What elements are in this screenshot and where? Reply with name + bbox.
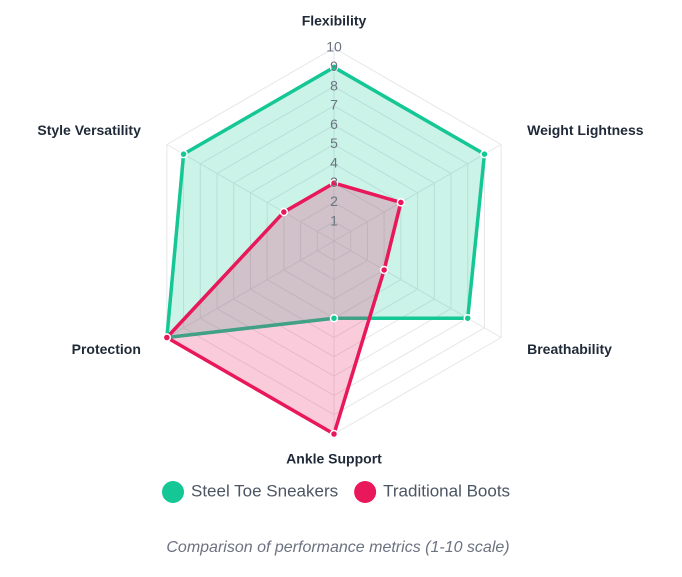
r-tick-label: 8 bbox=[330, 77, 338, 93]
data-point bbox=[162, 333, 172, 342]
axis-label: Weight Lightness bbox=[527, 122, 644, 138]
chart-subtitle: Comparison of performance metrics (1-10 … bbox=[166, 539, 509, 556]
r-tick-label: 4 bbox=[330, 155, 338, 171]
spoke bbox=[333, 144, 502, 242]
r-tick-label: 6 bbox=[330, 116, 338, 132]
r-tick-label: 10 bbox=[326, 39, 342, 55]
data-point bbox=[329, 63, 339, 72]
r-tick-label: 9 bbox=[330, 58, 338, 74]
spoke bbox=[333, 240, 502, 338]
axis-label: Flexibility bbox=[302, 13, 367, 29]
data-point bbox=[379, 265, 389, 275]
r-tick-label: 1 bbox=[330, 212, 338, 228]
data-point bbox=[463, 313, 472, 323]
spoke bbox=[166, 144, 335, 242]
data-point bbox=[396, 198, 406, 207]
legend-swatch bbox=[162, 481, 184, 503]
data-point bbox=[179, 149, 188, 159]
axis-label: Breathability bbox=[527, 341, 612, 357]
r-tick-label: 5 bbox=[330, 135, 338, 151]
r-tick-label: 7 bbox=[330, 97, 338, 113]
axis-label: Style Versatility bbox=[37, 122, 141, 138]
r-tick-label: 3 bbox=[330, 174, 338, 190]
spoke bbox=[166, 240, 335, 338]
data-point bbox=[329, 429, 339, 439]
data-point bbox=[329, 313, 339, 323]
axis-label: Protection bbox=[72, 341, 141, 357]
data-point bbox=[329, 178, 339, 188]
r-tick-label: 2 bbox=[330, 193, 338, 209]
axis-label: Ankle Support bbox=[286, 451, 382, 467]
data-point bbox=[279, 207, 289, 217]
data-point bbox=[480, 149, 489, 159]
legend-swatch bbox=[354, 481, 377, 503]
legend-label: Steel Toe Sneakers bbox=[191, 481, 338, 500]
legend-label: Traditional Boots bbox=[383, 481, 510, 500]
